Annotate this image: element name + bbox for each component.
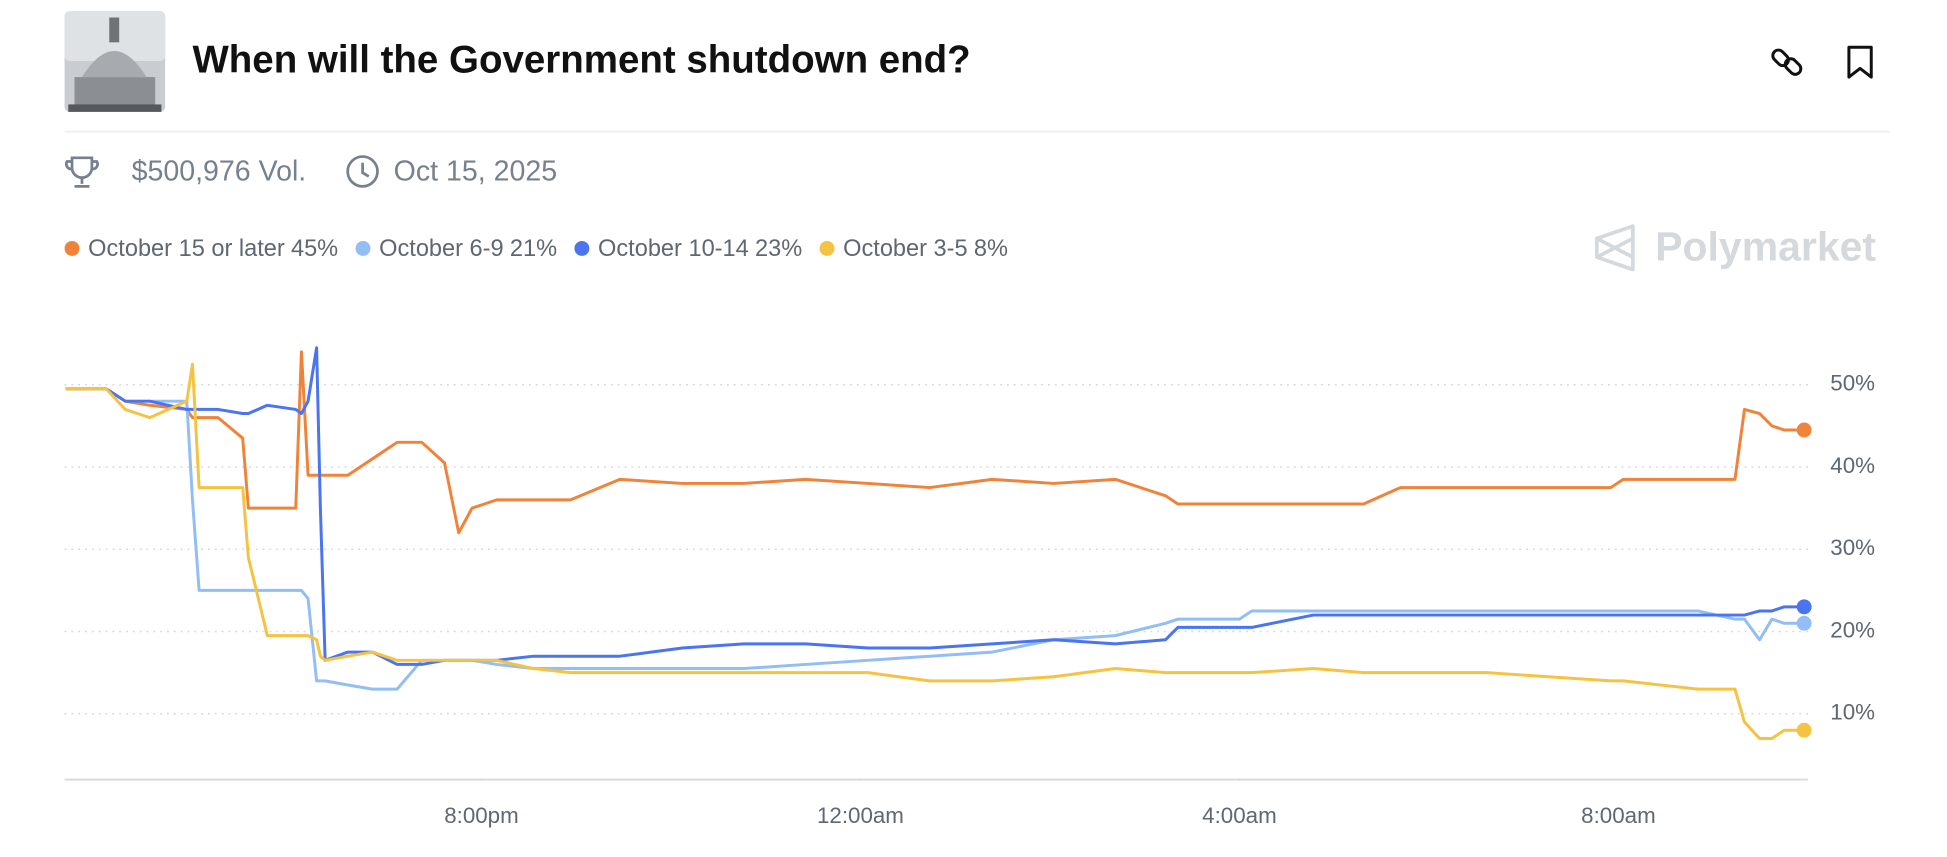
y-tick-label: 50% xyxy=(1830,371,1875,396)
brand-name: Polymarket xyxy=(1655,224,1876,270)
x-tick-label: 12:00am xyxy=(817,803,904,828)
y-tick-label: 20% xyxy=(1830,617,1875,642)
y-tick-label: 10% xyxy=(1830,700,1875,725)
legend-value: 45% xyxy=(291,235,338,261)
legend-name: October 3-5 xyxy=(843,235,968,261)
legend-name: October 15 or later xyxy=(88,235,285,261)
market-image xyxy=(64,11,166,112)
x-tick-label: 4:00am xyxy=(1202,803,1277,828)
legend-value: 8% xyxy=(974,235,1008,261)
end-dot xyxy=(1796,422,1812,438)
series-line xyxy=(65,362,1805,740)
trophy-icon xyxy=(65,156,99,188)
y-tick-label: 40% xyxy=(1830,453,1875,478)
bookmark-button[interactable] xyxy=(1847,45,1873,79)
series-line xyxy=(65,387,1805,691)
market-title: When will the Government shutdown end? xyxy=(192,38,970,81)
series-line xyxy=(65,350,1805,535)
legend-dot xyxy=(355,241,371,256)
end-dot xyxy=(1796,599,1812,615)
legend-value: 21% xyxy=(510,235,557,261)
end-dot xyxy=(1796,722,1812,738)
x-tick-label: 8:00am xyxy=(1581,803,1656,828)
end-dot xyxy=(1796,615,1812,631)
clock-icon xyxy=(346,155,379,188)
legend-name: October 10-14 xyxy=(598,235,749,261)
copy-link-button[interactable] xyxy=(1771,48,1804,77)
legend-value: 23% xyxy=(755,235,802,261)
brand-logo xyxy=(1594,224,1635,272)
legend-name: October 6-9 xyxy=(379,235,503,261)
end-date: Oct 15, 2025 xyxy=(394,155,557,187)
y-tick-label: 30% xyxy=(1830,535,1875,560)
x-tick-label: 8:00pm xyxy=(444,803,519,828)
volume: $500,976 Vol. xyxy=(132,155,307,187)
legend-dot xyxy=(64,241,80,256)
series-line xyxy=(65,346,1805,666)
legend-dot xyxy=(819,241,835,256)
legend-dot xyxy=(574,241,590,256)
